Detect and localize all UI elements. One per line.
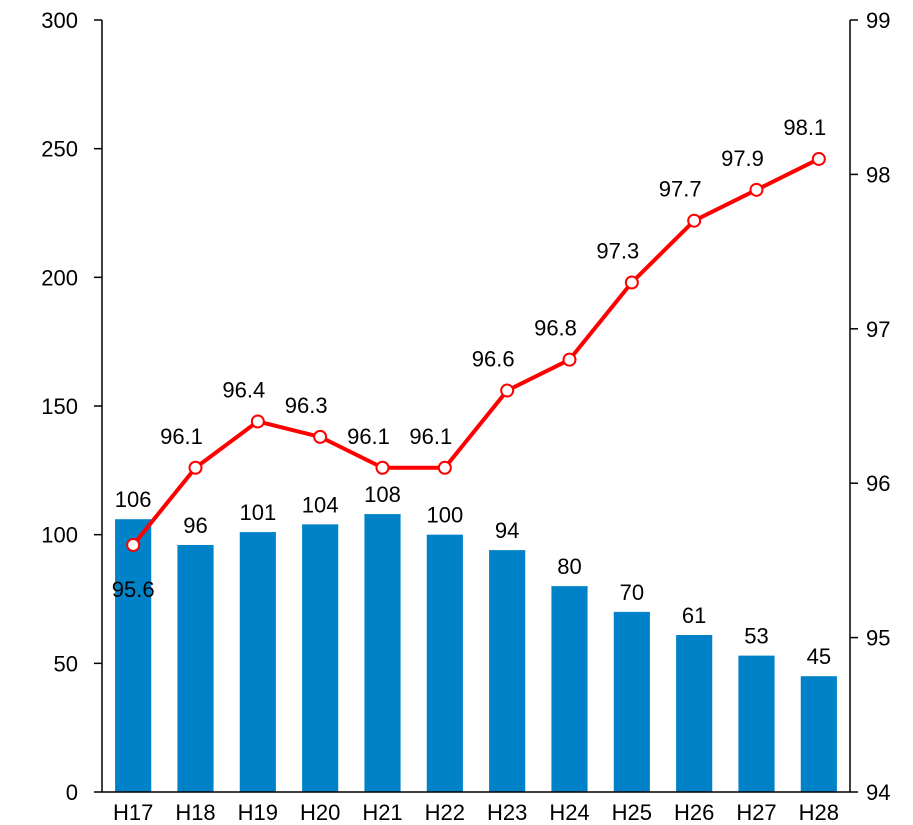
line-label-H22: 96.1 <box>409 424 452 449</box>
category-label-H20: H20 <box>300 800 340 825</box>
line-point-H24 <box>562 352 577 367</box>
line-label-H26: 97.7 <box>659 177 702 202</box>
axes: 0 50 100 150 200 250 300 94 95 96 97 98 99 <box>41 8 890 805</box>
category-label-H27: H27 <box>736 800 776 825</box>
category-label-H24: H24 <box>549 800 589 825</box>
bar-series <box>115 514 837 792</box>
line-label-H20: 96.3 <box>285 393 328 418</box>
left-tick-label-200: 200 <box>41 265 78 290</box>
bar-H18 <box>177 544 214 792</box>
line-label-H19: 96.4 <box>222 377 265 402</box>
category-label-H22: H22 <box>425 800 465 825</box>
line-point-H22 <box>437 460 452 475</box>
bar-label-H19: 101 <box>239 500 276 525</box>
category-label-H26: H26 <box>674 800 714 825</box>
left-tick-label-0: 0 <box>66 780 78 805</box>
bar-H22 <box>426 534 463 792</box>
line-point-H28 <box>811 151 826 166</box>
bar-label-H18: 96 <box>183 513 207 538</box>
bar-data-labels: 106 96 101 104 108 100 94 80 70 61 53 45 <box>115 482 831 669</box>
bar-H20 <box>302 524 339 792</box>
line-data-labels: 95.6 96.1 96.4 96.3 96.1 96.1 96.6 96.8 97.3 97.7… <box>112 115 826 602</box>
category-label-H17: H17 <box>113 800 153 825</box>
category-label-H19: H19 <box>238 800 278 825</box>
bar-H28 <box>800 676 837 792</box>
line-point-H18 <box>188 460 203 475</box>
bar-label-H25: 70 <box>620 580 644 605</box>
category-label-H18: H18 <box>175 800 215 825</box>
category-label-H25: H25 <box>612 800 652 825</box>
line-point-H20 <box>313 429 328 444</box>
category-label-H28: H28 <box>799 800 839 825</box>
line-label-H24: 96.8 <box>534 316 577 341</box>
bar-label-H23: 94 <box>495 518 519 543</box>
line-path <box>131 157 820 547</box>
line-label-H28: 98.1 <box>783 115 826 140</box>
left-tick-label-150: 150 <box>41 394 78 419</box>
category-labels: H17 H18 H19 H20 H21 H22 H23 H24 H25 H26 H27 H28 <box>113 800 839 825</box>
right-tick-label-95: 95 <box>866 626 890 651</box>
line-series <box>126 151 826 552</box>
right-tick-label-97: 97 <box>866 317 890 342</box>
bar-H24 <box>551 586 588 792</box>
bar-label-H22: 100 <box>426 503 463 528</box>
bar-label-H20: 104 <box>302 492 339 517</box>
bar-label-H24: 80 <box>557 554 581 579</box>
bar-label-H28: 45 <box>807 644 831 669</box>
line-label-H17: 95.6 <box>112 577 155 602</box>
category-label-H23: H23 <box>487 800 527 825</box>
bar-H25 <box>613 611 650 792</box>
line-point-H25 <box>624 275 639 290</box>
line-point-H19 <box>250 414 265 429</box>
bar-H27 <box>738 655 775 792</box>
bar-H23 <box>489 550 526 792</box>
right-tick-label-98: 98 <box>866 162 890 187</box>
line-point-H26 <box>687 213 702 228</box>
line-point-H27 <box>749 182 764 197</box>
line-point-H23 <box>500 383 515 398</box>
right-tick-label-96: 96 <box>866 471 890 496</box>
bar-label-H21: 108 <box>364 482 401 507</box>
right-tick-label-99: 99 <box>866 8 890 33</box>
line-label-H21: 96.1 <box>347 424 390 449</box>
left-tick-label-50: 50 <box>54 651 78 676</box>
bar-label-H26: 61 <box>682 603 706 628</box>
bar-H19 <box>239 532 276 792</box>
line-label-H18: 96.1 <box>160 424 203 449</box>
left-tick-label-250: 250 <box>41 137 78 162</box>
line-point-H17 <box>126 537 141 552</box>
line-label-H23: 96.6 <box>472 347 515 372</box>
bar-H26 <box>676 635 713 792</box>
left-tick-label-300: 300 <box>41 8 78 33</box>
bar-H21 <box>364 514 401 792</box>
line-label-H25: 97.3 <box>596 238 639 263</box>
right-tick-label-94: 94 <box>866 780 890 805</box>
bar-H17 <box>115 519 152 792</box>
bar-label-H27: 53 <box>744 624 768 649</box>
line-label-H27: 97.9 <box>721 146 764 171</box>
category-label-H21: H21 <box>362 800 402 825</box>
line-point-H21 <box>375 460 390 475</box>
bar-label-H17: 106 <box>115 487 152 512</box>
left-tick-label-100: 100 <box>41 523 78 548</box>
